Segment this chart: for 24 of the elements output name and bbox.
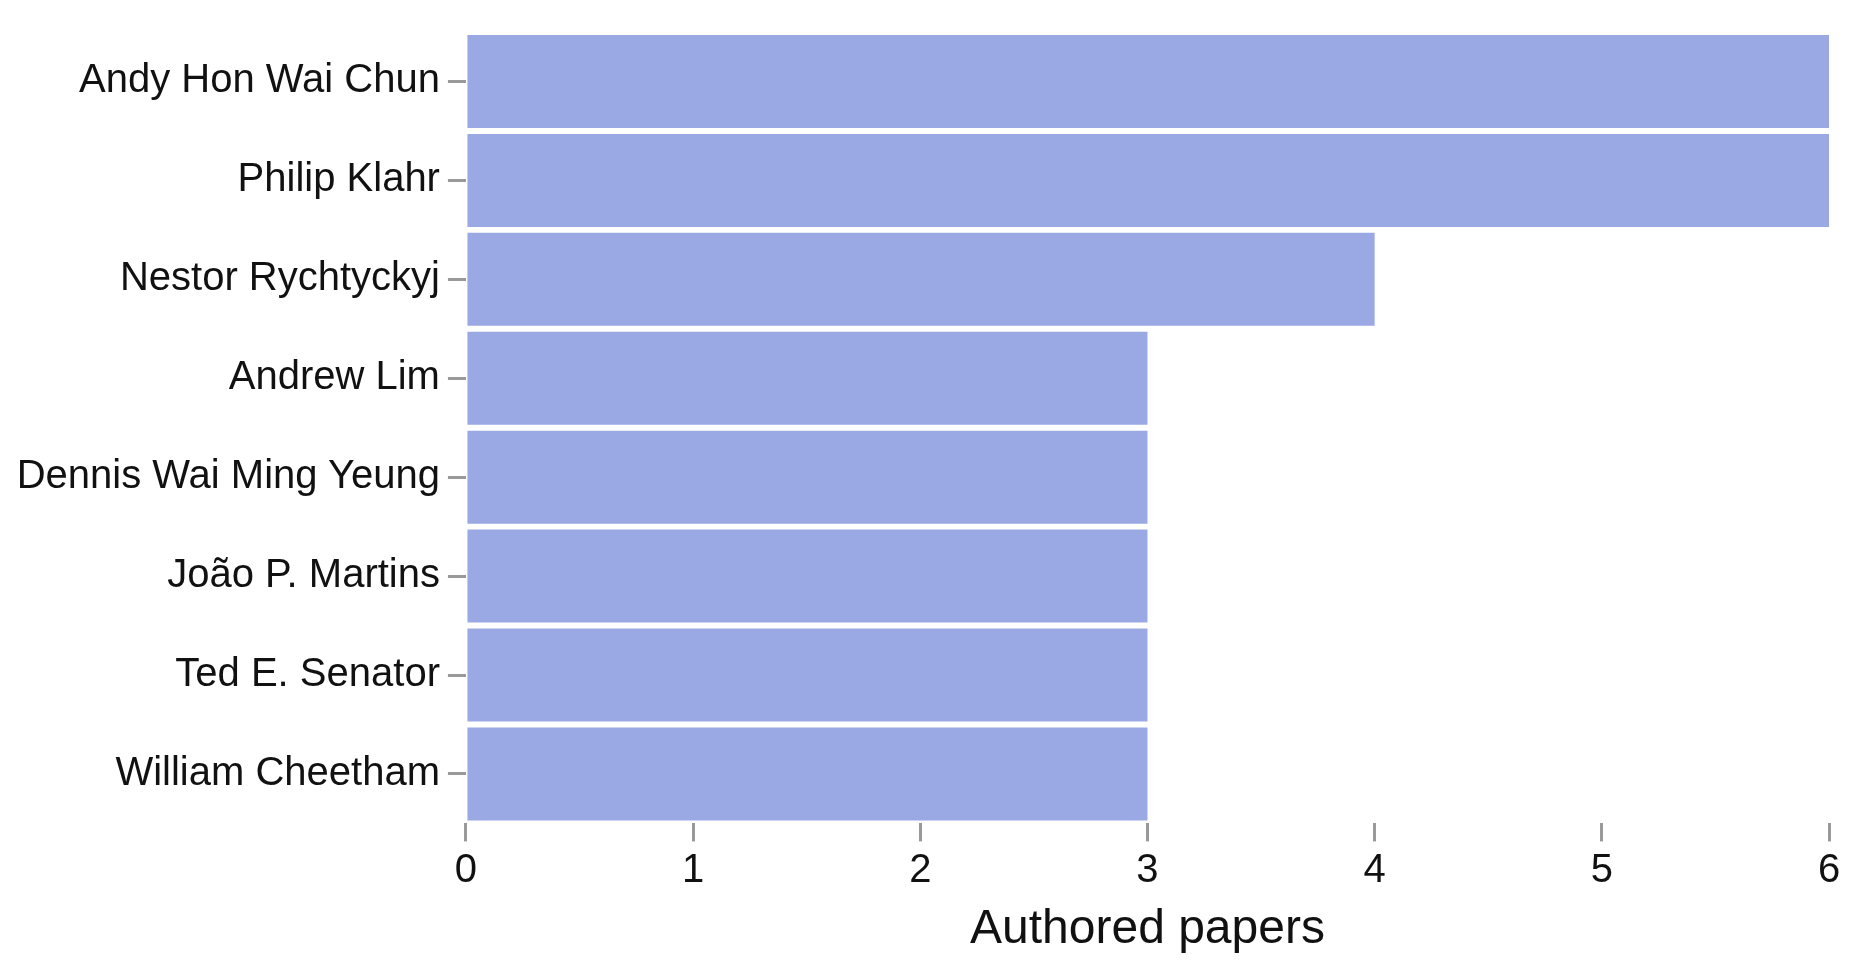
x-tick-label: 3 [1136, 846, 1159, 891]
x-tick-label: 2 [909, 846, 932, 891]
x-tick-label: 0 [454, 846, 478, 891]
x-tick-label: 5 [1590, 846, 1613, 891]
bar [467, 331, 1148, 425]
x-tick-label: 6 [1817, 846, 1841, 891]
bar [467, 529, 1148, 623]
bar [467, 430, 1148, 524]
bar [467, 232, 1375, 326]
y-tick-label: Dennis Wai Ming Yeung [16, 452, 440, 497]
bar [467, 628, 1148, 722]
x-axis-title: Authored papers [970, 900, 1325, 954]
bar [467, 34, 1829, 128]
bar [467, 133, 1829, 227]
y-tick-label: Philip Klahr [237, 155, 440, 200]
x-tick-label: 1 [682, 846, 705, 891]
y-tick-label: Andy Hon Wai Chun [79, 56, 440, 101]
y-tick-label: Nestor Rychtyckyj [119, 254, 440, 299]
y-tick-label: William Cheetham [115, 748, 440, 793]
y-tick-label: João P. Martins [167, 551, 440, 596]
y-tick-label: Ted E. Senator [175, 650, 440, 695]
y-tick-label: Andrew Lim [228, 353, 440, 398]
bar [467, 727, 1148, 821]
x-tick-label: 4 [1363, 846, 1386, 891]
